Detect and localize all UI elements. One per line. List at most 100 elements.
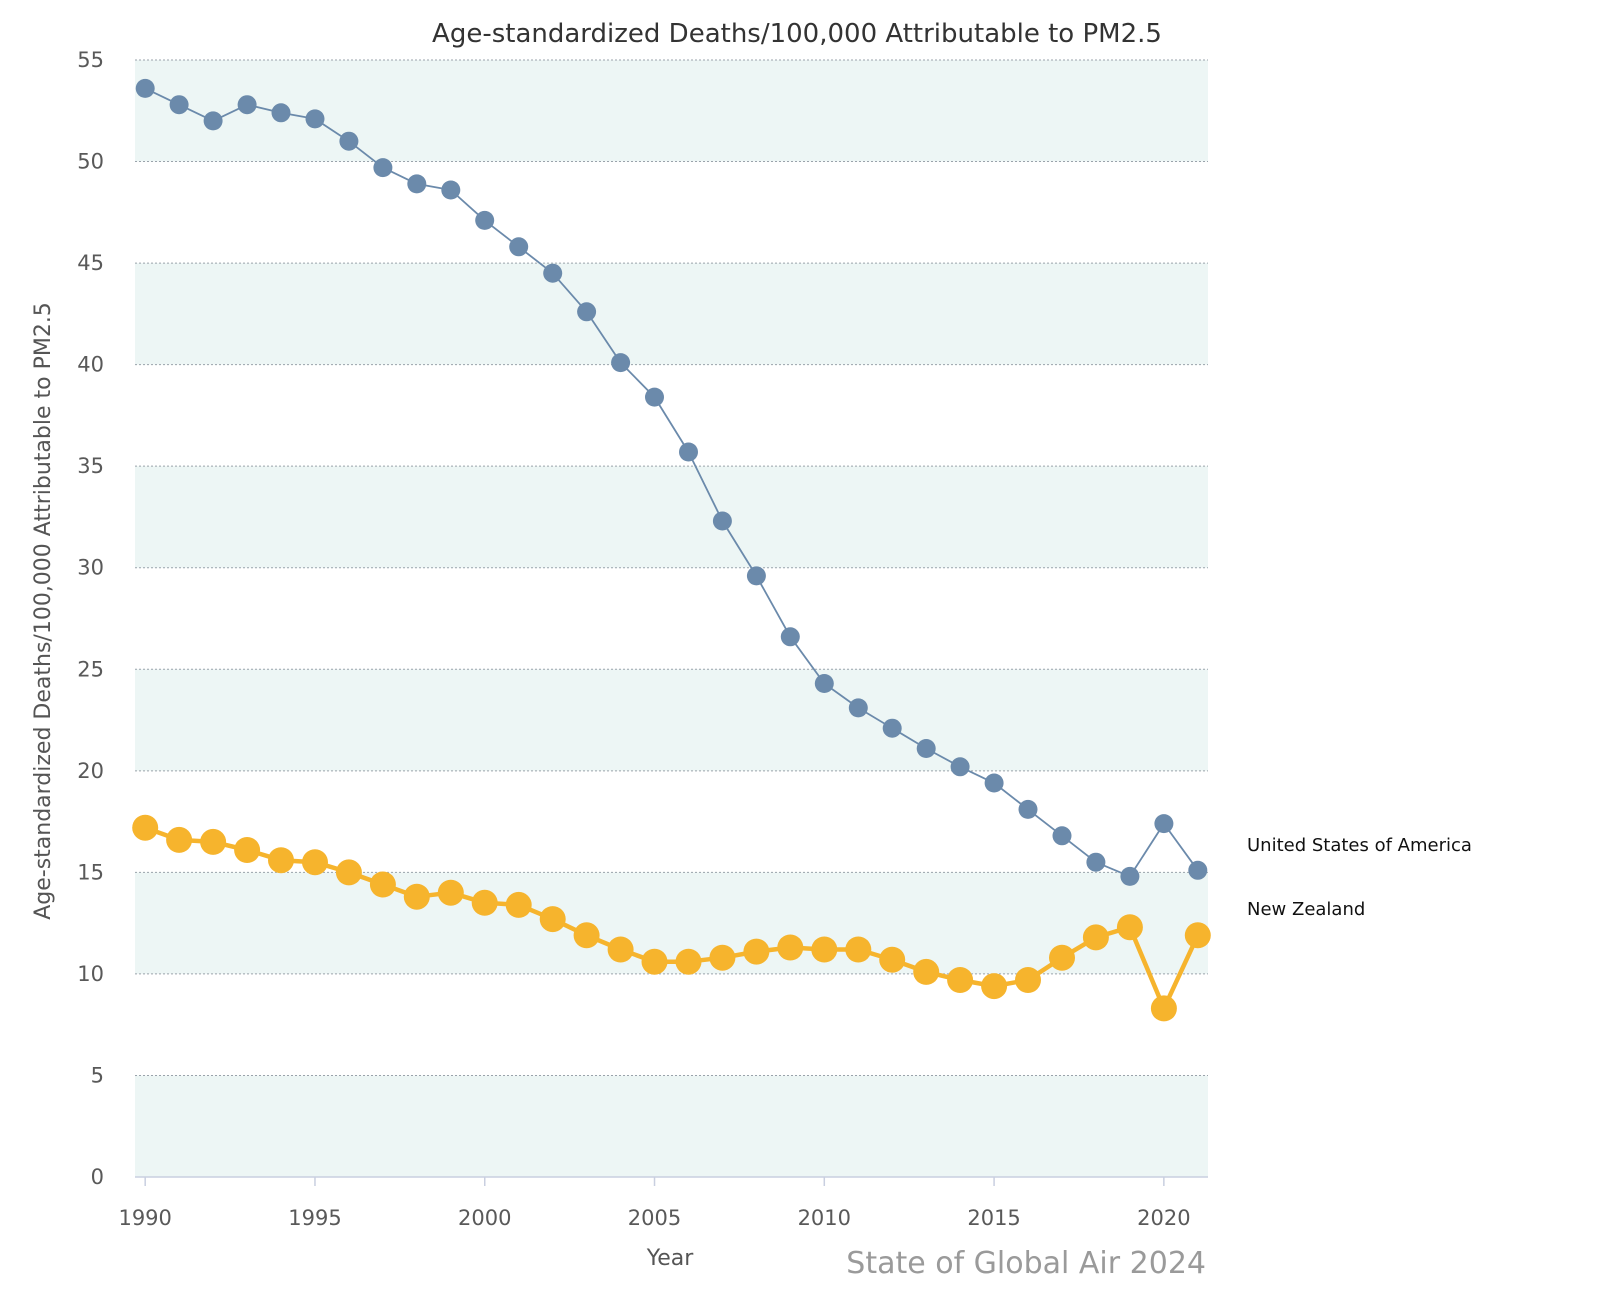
data-point-new-zealand[interactable] (539, 906, 566, 933)
data-point-new-zealand[interactable] (1116, 914, 1143, 941)
plot-background (135, 60, 1208, 1177)
x-tick-label: 2015 (967, 1206, 1020, 1230)
plot-band (135, 466, 1208, 568)
x-tick-label: 1990 (118, 1206, 171, 1230)
data-point-usa[interactable] (407, 174, 427, 194)
data-point-new-zealand[interactable] (369, 871, 396, 898)
data-point-new-zealand[interactable] (234, 837, 261, 863)
series-layer (132, 78, 1211, 1022)
data-point-usa[interactable] (679, 442, 698, 462)
y-tick-label: 25 (77, 657, 104, 681)
data-point-new-zealand[interactable] (879, 946, 906, 973)
series-new-zealand (132, 814, 1211, 1022)
data-point-usa[interactable] (1052, 826, 1072, 846)
x-tick-label: 1995 (288, 1206, 341, 1230)
x-tick-label: 2000 (458, 1206, 511, 1230)
data-point-new-zealand[interactable] (268, 847, 294, 874)
data-point-usa[interactable] (373, 158, 393, 178)
y-tick-label: 55 (77, 48, 104, 72)
legend-label-usa[interactable]: United States of America (1247, 835, 1472, 856)
y-tick-label: 10 (77, 962, 104, 986)
data-point-new-zealand[interactable] (471, 889, 498, 916)
data-point-usa[interactable] (882, 718, 902, 738)
source-credit: State of Global Air 2024 (846, 1246, 1206, 1281)
data-point-usa[interactable] (339, 131, 359, 151)
data-point-usa[interactable] (780, 627, 800, 647)
data-point-new-zealand[interactable] (166, 826, 193, 853)
data-point-usa[interactable] (509, 237, 529, 257)
data-point-new-zealand[interactable] (743, 938, 770, 965)
data-point-new-zealand[interactable] (607, 936, 634, 963)
data-point-new-zealand[interactable] (981, 973, 1008, 1000)
data-point-usa[interactable] (475, 210, 495, 230)
data-point-usa[interactable] (712, 511, 732, 531)
data-point-new-zealand[interactable] (913, 958, 940, 985)
y-tick-label: 45 (77, 251, 104, 275)
legend: United States of America New Zealand (1247, 835, 1472, 920)
data-point-usa[interactable] (577, 302, 597, 322)
gridlines (135, 59, 1208, 1076)
y-tick-label: 5 (91, 1063, 104, 1087)
data-point-usa[interactable] (1120, 866, 1140, 886)
data-point-usa[interactable] (1086, 852, 1106, 872)
y-tick-label: 15 (77, 860, 104, 884)
legend-label-new-zealand[interactable]: New Zealand (1247, 899, 1365, 920)
data-point-new-zealand[interactable] (302, 849, 328, 876)
data-point-usa[interactable] (169, 95, 189, 115)
y-tick-label: 40 (77, 353, 104, 377)
data-point-usa[interactable] (950, 757, 970, 777)
y-tick-label: 50 (77, 150, 104, 174)
data-point-new-zealand[interactable] (947, 967, 974, 993)
y-tick-label: 35 (77, 454, 104, 478)
data-point-new-zealand[interactable] (709, 944, 736, 971)
y-tick-label: 0 (91, 1165, 104, 1189)
y-tick-label: 20 (77, 759, 104, 783)
data-point-usa[interactable] (814, 674, 834, 693)
x-axis-title: Year (646, 1246, 695, 1271)
data-point-new-zealand[interactable] (777, 934, 804, 961)
data-point-usa[interactable] (441, 180, 461, 200)
data-point-new-zealand[interactable] (1150, 995, 1177, 1022)
data-point-usa[interactable] (611, 353, 631, 373)
data-point-new-zealand[interactable] (1015, 967, 1041, 993)
data-point-usa[interactable] (1188, 860, 1208, 880)
data-point-new-zealand[interactable] (1049, 944, 1075, 971)
data-point-usa[interactable] (1154, 814, 1174, 834)
axes: 0 5 10 15 20 25 30 35 40 45 50 55 1990 1995 2000 2005 20… (77, 48, 1208, 1230)
x-tick-label: 2010 (798, 1206, 851, 1230)
plot-band (135, 872, 1208, 974)
data-point-usa[interactable] (305, 109, 325, 129)
plot-band (135, 263, 1208, 365)
chart-title: Age-standardized Deaths/100,000 Attribut… (432, 19, 1162, 49)
data-point-new-zealand[interactable] (1184, 922, 1211, 949)
data-point-new-zealand[interactable] (1082, 924, 1109, 951)
data-point-new-zealand[interactable] (505, 891, 532, 918)
data-point-new-zealand[interactable] (403, 883, 430, 910)
data-point-new-zealand[interactable] (675, 948, 702, 975)
data-point-usa[interactable] (916, 739, 936, 758)
data-point-new-zealand[interactable] (200, 828, 227, 855)
data-point-usa[interactable] (237, 95, 257, 115)
y-axis-title: Age-standardized Deaths/100,000 Attribut… (31, 302, 56, 920)
data-point-new-zealand[interactable] (132, 814, 159, 841)
data-point-usa[interactable] (203, 111, 223, 131)
data-point-new-zealand[interactable] (437, 879, 464, 906)
data-point-new-zealand[interactable] (641, 948, 668, 975)
y-tick-label: 30 (77, 556, 104, 580)
data-point-usa[interactable] (746, 566, 766, 586)
x-tick-label: 2020 (1137, 1206, 1190, 1230)
series-usa (135, 78, 1208, 886)
data-point-usa[interactable] (271, 103, 291, 123)
plot-band (135, 1075, 1208, 1177)
data-point-usa[interactable] (848, 698, 868, 718)
data-point-usa[interactable] (1018, 799, 1038, 819)
data-point-new-zealand[interactable] (845, 936, 872, 963)
data-point-usa[interactable] (645, 387, 664, 407)
data-point-usa[interactable] (984, 773, 1004, 793)
data-point-usa[interactable] (135, 78, 155, 98)
plot-band (135, 669, 1208, 771)
data-point-new-zealand[interactable] (573, 922, 600, 949)
data-point-usa[interactable] (543, 263, 563, 283)
data-point-new-zealand[interactable] (811, 936, 838, 963)
data-point-new-zealand[interactable] (335, 859, 362, 886)
